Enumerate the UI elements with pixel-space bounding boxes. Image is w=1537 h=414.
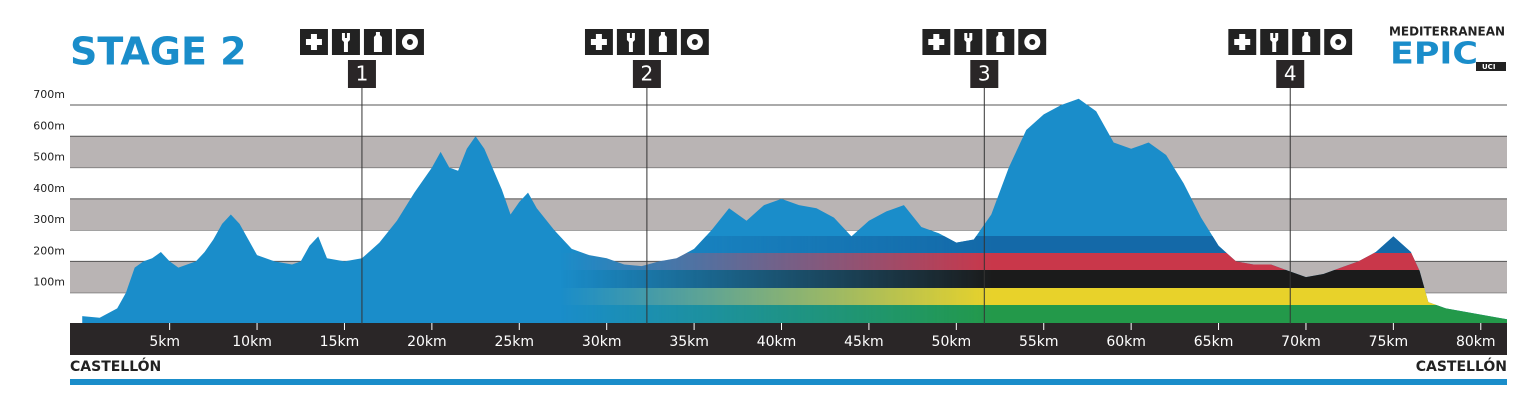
y-tick-label: 600m [33, 119, 65, 132]
x-tick-label: 25km [494, 334, 534, 350]
x-tick-label: 20km [407, 334, 447, 350]
x-tick-label: 30km [582, 334, 622, 350]
feed-icons [299, 29, 424, 55]
logo-badge-bg [1476, 62, 1506, 71]
chart-title: STAGE 2 [70, 30, 247, 74]
x-tick-label: 55km [1019, 334, 1059, 350]
feed-label: 3 [978, 62, 991, 86]
bottom-rule [70, 379, 1507, 385]
y-tick-label: 500m [33, 151, 65, 164]
feed-icons [922, 29, 1047, 55]
x-tick-label: 65km [1194, 334, 1234, 350]
x-tick-label: 10km [232, 334, 272, 350]
x-tick-label: 15km [320, 334, 360, 350]
x-tick-label: 75km [1369, 334, 1409, 350]
logo-main: EPIC [1390, 37, 1478, 72]
y-tick-label: 200m [33, 244, 65, 257]
x-tick-label: 40km [757, 334, 797, 350]
x-tick-label: 60km [1106, 334, 1146, 350]
x-tick-label: 70km [1281, 334, 1321, 350]
logo-badge: UCI [1482, 63, 1495, 71]
logo: MEDITERRANEAN EPIC UCI [1389, 25, 1506, 72]
finish-label: CASTELLÓN [1416, 357, 1507, 375]
feed-box [347, 60, 376, 88]
x-tick-label: 50km [932, 334, 972, 350]
x-axis-band [70, 323, 1507, 355]
grid-band [70, 136, 1507, 168]
y-tick-label: 400m [33, 182, 65, 195]
logo-top: MEDITERRANEAN [1389, 25, 1505, 39]
x-tick-label: 35km [669, 334, 709, 350]
feed-label: 1 [356, 62, 369, 86]
x-tick-label: 5km [149, 334, 180, 350]
y-tick-label: 100m [33, 276, 65, 289]
feed-box [1276, 60, 1305, 88]
feed-label: 4 [1284, 62, 1297, 86]
feed-icons [1228, 29, 1353, 55]
x-tick-label: 80km [1456, 334, 1496, 350]
x-tick-label: 45km [844, 334, 884, 350]
feed-zones: 1 2 3 4 [299, 29, 1353, 324]
y-tick-label: 300m [33, 213, 65, 226]
feed-box [632, 60, 661, 88]
feed-label: 2 [641, 62, 654, 86]
start-label: CASTELLÓN [70, 357, 161, 375]
ticks: 100m 200m 300m 400m 500m 600m 700m 5km 10km 15km 2… [33, 88, 1495, 350]
y-tick-label: 700m [33, 88, 65, 101]
feed-box [970, 60, 999, 88]
feed-icons [584, 29, 709, 55]
rainbow [560, 236, 1508, 324]
